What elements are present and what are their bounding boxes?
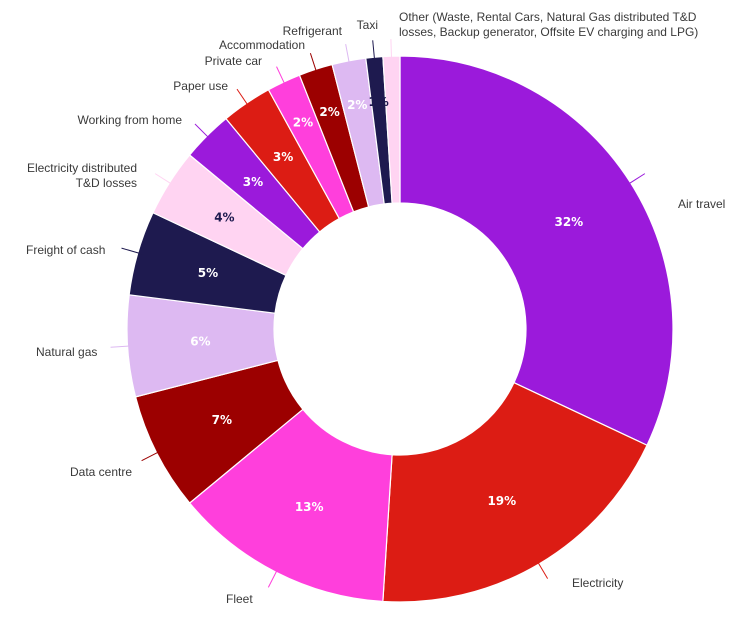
slice-other-waste-rental-cars-natural-gas-dist — [382, 55, 401, 204]
pct-label-taxi: 1% — [368, 95, 388, 109]
pct-label-electricity-distributed-tandd-losses: 4% — [214, 211, 234, 225]
leader-line-data-centre — [141, 449, 163, 462]
leader-line-working-from-home — [194, 123, 212, 141]
slice-air-travel — [399, 55, 674, 447]
leader-line-air-travel — [625, 173, 646, 187]
leader-line-refrigerant — [345, 44, 351, 67]
category-label-taxi: Taxi — [357, 18, 378, 32]
pct-label-accommodation: 2% — [319, 105, 339, 119]
category-label-paper-use: Paper use — [173, 79, 228, 93]
leader-line-accommodation — [309, 53, 318, 76]
pct-label-air-travel: 32% — [554, 215, 583, 229]
category-label-accommodation: Accommodation — [219, 38, 305, 52]
leader-line-fleet — [267, 566, 280, 588]
pct-label-refrigerant: 2% — [347, 98, 367, 112]
leader-line-freight-of-cash — [121, 247, 144, 255]
slice-fleet — [188, 408, 393, 603]
leader-line-electricity-distributed-tandd-losses — [154, 173, 175, 187]
pct-label-data-centre: 7% — [212, 413, 232, 427]
pct-label-freight-of-cash: 5% — [198, 266, 218, 280]
category-label-electricity-distributed-tandd-losses: Electricity distributed T&D losses — [27, 161, 137, 190]
leader-line-taxi — [372, 40, 376, 64]
category-label-working-from-home: Working from home — [78, 113, 183, 127]
category-label-refrigerant: Refrigerant — [283, 24, 343, 38]
category-label-private-car: Private car — [205, 54, 262, 68]
category-label-freight-of-cash: Freight of cash — [26, 243, 105, 257]
leader-line-other-waste-rental-cars-natural-gas-dist — [390, 39, 393, 63]
leader-line-electricity — [535, 558, 549, 579]
category-label-natural-gas: Natural gas — [36, 345, 97, 359]
pct-label-working-from-home: 3% — [243, 175, 263, 189]
category-label-fleet: Fleet — [226, 592, 253, 606]
slice-electricity — [382, 381, 648, 603]
leader-line-natural-gas — [110, 345, 134, 348]
pct-label-natural-gas: 6% — [190, 335, 210, 349]
category-label-data-centre: Data centre — [70, 465, 132, 479]
pct-label-electricity: 19% — [487, 494, 516, 508]
leader-line-paper-use — [236, 88, 251, 109]
pct-label-paper-use: 3% — [273, 150, 293, 164]
leader-line-private-car — [276, 66, 287, 88]
pct-label-private-car: 2% — [293, 116, 313, 130]
category-label-air-travel: Air travel — [678, 197, 725, 211]
category-label-other-waste-rental-cars-natural-gas-dist: Other (Waste, Rental Cars, Natural Gas d… — [399, 10, 698, 39]
pct-label-fleet: 13% — [295, 500, 324, 514]
category-label-electricity: Electricity — [572, 576, 623, 590]
